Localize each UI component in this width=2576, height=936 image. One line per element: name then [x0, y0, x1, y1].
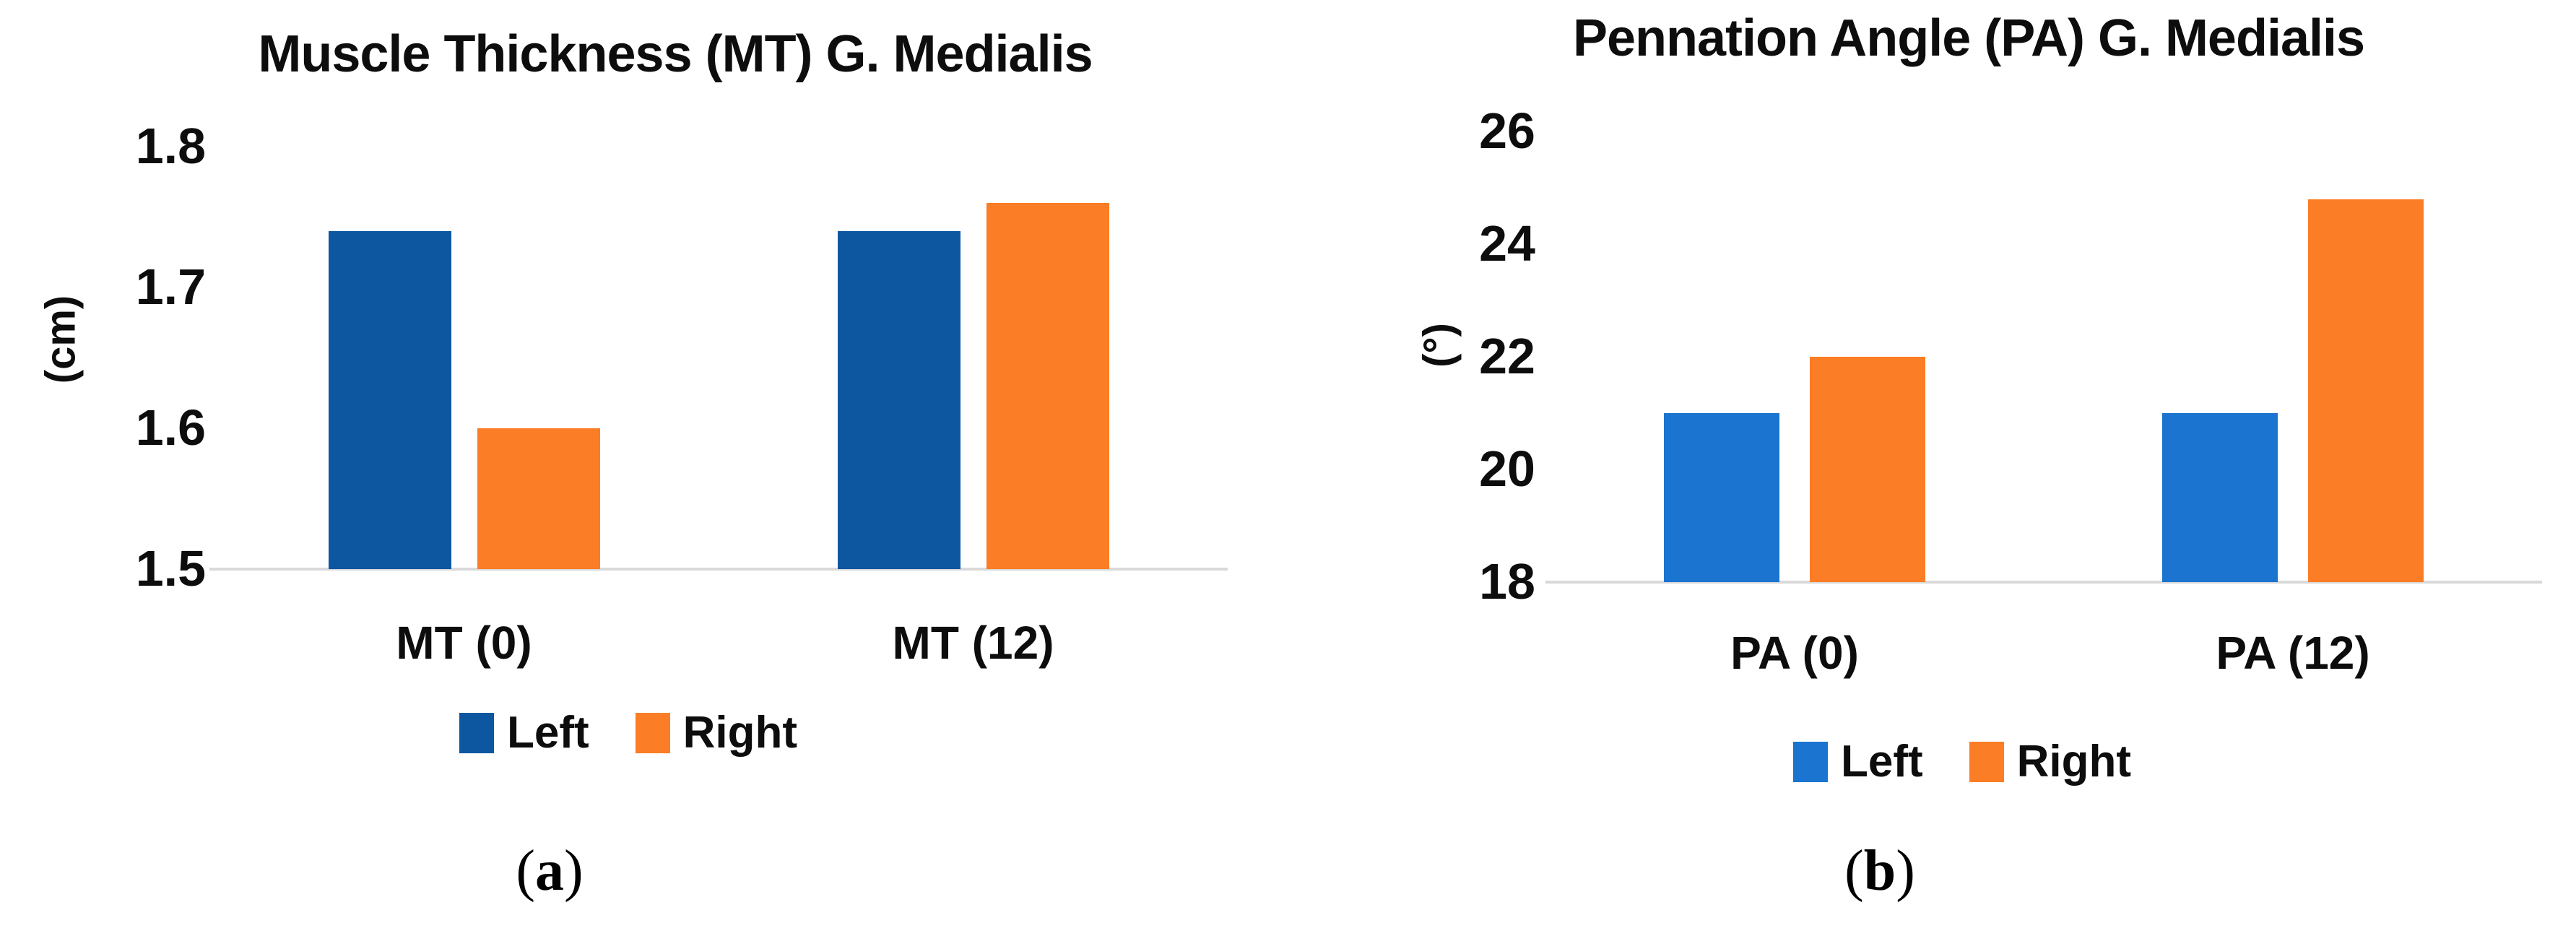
legend-item-right: Right	[1969, 740, 2131, 784]
chart-a-y-tick-1.5: 1.5	[135, 540, 206, 597]
legend-swatch-right	[1969, 742, 2004, 782]
chart-b-y-tick-20: 20	[1479, 441, 1535, 497]
chart-b-y-tick-26: 26	[1479, 103, 1535, 159]
panel-a-caption: (a)	[405, 839, 694, 903]
chart-a-y-tick-1.7: 1.7	[135, 259, 206, 315]
bar-left-mt-12-	[838, 231, 960, 569]
legend-item-left: Left	[1792, 737, 1923, 786]
chart-b-x-axis-line	[1545, 581, 2542, 584]
caption-b-open-paren: (	[1844, 839, 1864, 903]
bar-right-pa-0-	[1810, 357, 1925, 582]
caption-a-letter: a	[535, 839, 564, 903]
bar-right-pa-12-	[2308, 199, 2424, 582]
legend-label-right: Right	[682, 708, 798, 758]
chart-a-y-tick-1.8: 1.8	[135, 118, 206, 174]
legend-swatch-left	[459, 713, 494, 753]
chart-a-x-axis-line	[209, 568, 1228, 571]
chart-a-title: Muscle Thickness (MT) G. Medialis	[258, 25, 1093, 83]
legend-label-right: Right	[2016, 737, 2132, 786]
legend-swatch-right	[635, 713, 670, 753]
chart-a-legend: Left Right	[303, 711, 953, 755]
chart-a-y-tick-1.6: 1.6	[135, 399, 206, 456]
bar-left-pa-0-	[1664, 413, 1779, 582]
caption-a-close-paren: )	[564, 839, 584, 903]
legend-item-right: Right	[635, 708, 798, 758]
bar-right-mt-12-	[986, 203, 1109, 569]
caption-b-close-paren: )	[1896, 839, 1915, 903]
legend-swatch-left	[1792, 742, 1828, 782]
chart-b-category-label-1: PA (0)	[1730, 627, 1859, 679]
legend-label-left: Left	[506, 708, 589, 758]
legend-item-left: Left	[459, 711, 589, 755]
chart-b-y-tick-24: 24	[1479, 215, 1535, 272]
panel-b-caption: (b)	[1735, 839, 2024, 903]
chart-b-y-tick-22: 22	[1479, 328, 1535, 384]
bar-right-mt-0-	[477, 428, 600, 569]
caption-b-letter: b	[1863, 839, 1896, 903]
bar-left-pa-12-	[2162, 413, 2278, 582]
chart-b-category-label-2: PA (12)	[2216, 627, 2370, 679]
caption-a-open-paren: (	[516, 839, 535, 903]
chart-b-y-tick-18: 18	[1479, 553, 1535, 610]
chart-a-category-label-1: MT (0)	[396, 617, 532, 669]
chart-b-legend: Left Right	[1637, 740, 2287, 784]
legend-label-left: Left	[1840, 737, 1923, 786]
chart-b-title: Pennation Angle (PA) G. Medialis	[1572, 9, 2365, 67]
bar-left-mt-0-	[329, 231, 451, 569]
chart-a-category-label-2: MT (12)	[892, 617, 1054, 669]
